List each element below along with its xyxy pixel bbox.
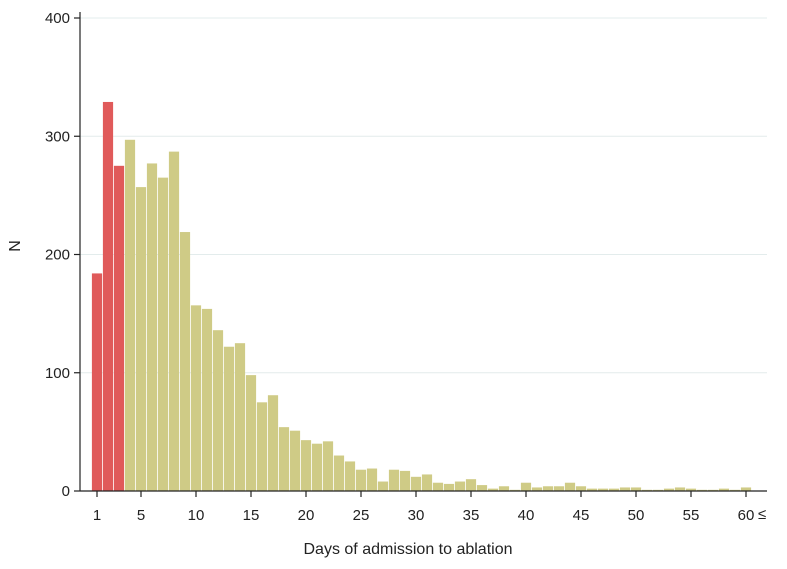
bar-day-8 [168, 151, 180, 491]
y-axis-title: N [7, 240, 24, 252]
y-tick-label-100: 100 [45, 365, 70, 382]
x-axis-title: Days of admission to ablation [304, 541, 513, 558]
y-tick-label-400: 400 [45, 10, 70, 27]
bar-day-37 [487, 488, 499, 491]
bar-day-24 [344, 461, 356, 491]
bar-day-16 [256, 402, 268, 491]
bar-day-44 [564, 482, 576, 491]
y-tick-label-200: 200 [45, 247, 70, 264]
bar-day-5 [135, 187, 147, 491]
bar-day-36 [476, 485, 488, 491]
bar-day-25 [355, 469, 367, 491]
bar-day-18 [278, 427, 290, 491]
bar-day-27 [377, 481, 389, 491]
bar-day-1 [91, 273, 103, 491]
bar-day-53 [663, 488, 675, 491]
x-tick-label-10: 10 [188, 507, 205, 524]
bar-day-34 [454, 481, 466, 491]
bar-day-19 [289, 430, 301, 491]
x-tick-label-40: 40 [518, 507, 535, 524]
bar-day-3 [113, 165, 125, 491]
x-tick-label-45: 45 [573, 507, 590, 524]
x-tick-label-25: 25 [353, 507, 370, 524]
bar-day-33 [443, 483, 455, 491]
bar-day-9 [179, 232, 191, 491]
x-tick-label-5: 5 [137, 507, 145, 524]
bar-day-32 [432, 482, 444, 491]
y-tick-label-300: 300 [45, 128, 70, 145]
bar-day-31 [421, 474, 433, 491]
bar-day-15 [245, 375, 257, 491]
bar-day-47 [597, 488, 609, 491]
bar-day-38 [498, 486, 510, 491]
bar-day-17 [267, 395, 279, 491]
bar-day-60 [740, 487, 752, 491]
bar-day-42 [542, 486, 554, 491]
bar-day-23 [333, 455, 345, 491]
bar-day-45 [575, 486, 587, 491]
bar-day-58 [718, 488, 730, 491]
bar-day-7 [157, 177, 169, 491]
label-layer: N Days of admission to ablation [7, 240, 513, 558]
bar-day-13 [223, 346, 235, 491]
bar-day-49 [619, 487, 631, 491]
bar-day-48 [608, 488, 620, 491]
bar-day-2 [102, 101, 114, 492]
bar-day-54 [674, 487, 686, 491]
x-tick-label-55: 55 [683, 507, 700, 524]
x-tick-label-1: 1 [93, 507, 101, 524]
bar-day-11 [201, 308, 213, 491]
x-tick-label-60: 60 [738, 507, 755, 524]
bar-day-12 [212, 330, 224, 491]
grid-layer [80, 17, 767, 374]
bar-day-22 [322, 441, 334, 491]
x-tick-label-35: 35 [463, 507, 480, 524]
bar-day-10 [190, 305, 202, 491]
bar-day-4 [124, 139, 136, 492]
x-tick-label-max-symbol: ≤ [758, 506, 766, 523]
bar-day-21 [311, 443, 323, 491]
bar-day-43 [553, 486, 565, 491]
y-tick-label-0: 0 [62, 483, 70, 500]
bar-day-6 [146, 163, 158, 491]
bar-day-26 [366, 468, 378, 491]
bar-day-20 [300, 440, 312, 491]
bar-day-50 [630, 487, 642, 491]
x-tick-label-20: 20 [298, 507, 315, 524]
bar-day-41 [531, 487, 543, 491]
bar-day-40 [520, 482, 532, 491]
bar-day-30 [410, 476, 422, 491]
x-tick-label-15: 15 [243, 507, 260, 524]
x-tick-label-50: 50 [628, 507, 645, 524]
bar-day-14 [234, 343, 246, 491]
x-tick-label-30: 30 [408, 507, 425, 524]
bar-day-35 [465, 479, 477, 491]
bar-day-29 [399, 470, 411, 491]
bar-day-28 [388, 469, 400, 491]
bar-day-55 [685, 488, 697, 491]
bar-layer [91, 101, 752, 492]
bar-day-46 [586, 488, 598, 491]
